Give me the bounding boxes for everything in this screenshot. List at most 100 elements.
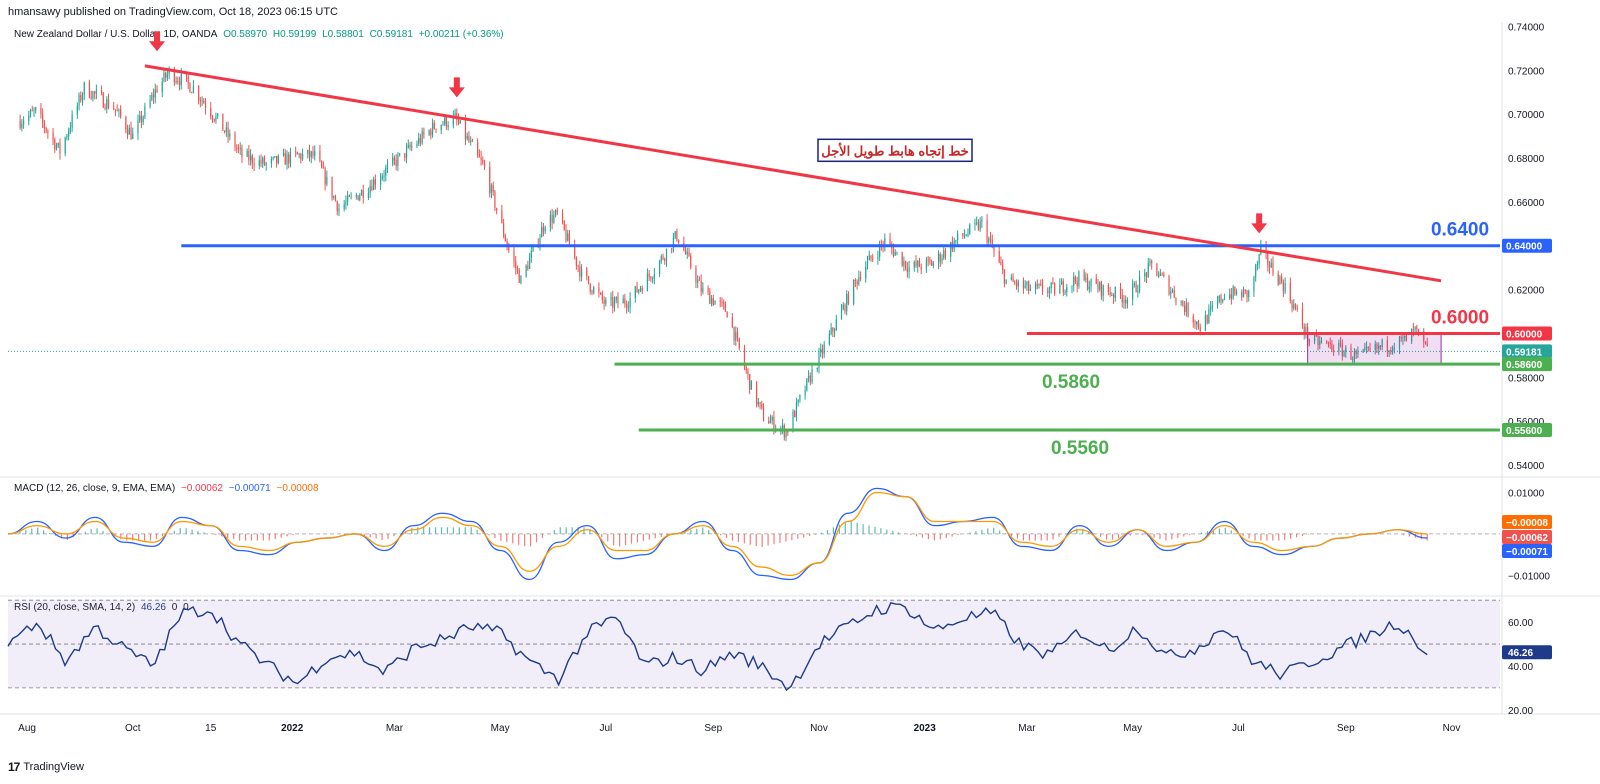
candle-body: [468, 136, 470, 142]
candle-body: [78, 95, 80, 106]
candle-body: [563, 220, 565, 230]
candle-body: [163, 72, 165, 82]
candle-body: [137, 120, 139, 134]
candle-body: [858, 276, 860, 285]
candle-body: [288, 154, 290, 164]
candle-body: [1208, 309, 1210, 324]
candle-body: [418, 137, 420, 144]
rsi-legend: RSI (20, close, SMA, 14, 2) 46.26 0 0: [14, 602, 192, 613]
candle-body: [369, 186, 371, 193]
candle-body: [239, 147, 241, 149]
candle-body: [1184, 305, 1186, 312]
rsi-price-tag-label: 46.26: [1508, 648, 1533, 659]
candle-body: [965, 235, 967, 237]
price-tag: [1502, 344, 1552, 359]
candle-body: [40, 107, 42, 115]
price-tick-label: 0.72000: [1508, 66, 1545, 77]
candle-body: [404, 153, 406, 158]
candle-body: [1414, 326, 1416, 330]
candle-body: [1036, 283, 1038, 286]
candle-body: [1404, 335, 1406, 338]
candle-body: [988, 238, 990, 243]
candle-body: [591, 291, 593, 293]
candle-body: [762, 407, 765, 421]
candle-body: [289, 151, 292, 164]
candle-body: [738, 338, 740, 349]
candle-body: [76, 105, 78, 115]
candle-body: [149, 99, 151, 107]
candle-body: [1284, 282, 1286, 292]
candle-body: [338, 208, 340, 212]
candle-body: [1281, 276, 1283, 283]
candle-body: [1132, 284, 1134, 300]
candle-body: [198, 86, 200, 101]
candle-body: [939, 253, 941, 262]
candle-body: [567, 233, 569, 241]
candle-body: [128, 127, 130, 135]
candle-body: [490, 185, 493, 194]
candle-body: [477, 141, 479, 154]
candle-body: [894, 252, 896, 256]
candle-body: [1241, 291, 1243, 298]
candle-body: [1352, 359, 1354, 361]
candle-body: [1362, 349, 1364, 353]
candle-body: [411, 146, 413, 148]
candle-body: [745, 366, 747, 371]
candle-body: [180, 74, 182, 86]
candles-group: [19, 66, 1428, 442]
candle-body: [1331, 343, 1333, 351]
candle-body: [381, 176, 383, 179]
candle-body: [168, 68, 170, 75]
candle-body: [379, 178, 382, 185]
candle-body: [1173, 290, 1175, 298]
candle-body: [879, 244, 881, 258]
candle-body: [421, 131, 423, 143]
candle-body: [795, 402, 798, 418]
candle-body: [371, 186, 373, 191]
candle-body: [969, 224, 971, 234]
rsi-tick-label: 20.00: [1508, 706, 1533, 717]
candle-body: [1379, 345, 1382, 348]
candle-body: [229, 133, 231, 137]
candle-body: [282, 153, 285, 156]
candle-body: [1412, 329, 1414, 331]
candle-body: [580, 268, 583, 277]
downtrend-line: [144, 64, 1442, 283]
price-tag-label: 0.59181: [1506, 347, 1543, 358]
candle-body: [1066, 286, 1068, 292]
candle-body: [248, 150, 250, 161]
candle-body: [1196, 321, 1198, 325]
candle-body: [284, 153, 286, 165]
candle-body: [830, 327, 832, 334]
macd-signal-value: −0.00008: [276, 483, 319, 494]
candle-body: [367, 192, 370, 198]
macd-tick-label: 0.01000: [1508, 489, 1545, 500]
candle-body: [161, 81, 163, 93]
candle-body: [272, 157, 274, 159]
candle-body: [506, 241, 508, 247]
macd-label: MACD (12, 26, close, 9, EMA, EMA): [14, 483, 176, 494]
candle-body: [1137, 291, 1139, 293]
candle-body: [816, 368, 818, 370]
candle-body: [686, 252, 688, 255]
candle-body: [445, 117, 448, 127]
candle-body: [1034, 283, 1037, 290]
candle-body: [665, 248, 668, 261]
candle-body: [383, 175, 385, 177]
candle-body: [1144, 272, 1146, 277]
candle-body: [1268, 265, 1271, 268]
price-tag: [1502, 326, 1552, 341]
candle-body: [761, 403, 763, 408]
candle-body: [804, 390, 806, 396]
candle-body: [45, 127, 47, 132]
candle-body: [1253, 276, 1255, 292]
candle-body: [1270, 262, 1272, 268]
candle-body: [931, 261, 933, 266]
candle-body: [1028, 281, 1030, 291]
price-tag-label: 0.64000: [1506, 242, 1543, 253]
candle-body: [626, 304, 628, 308]
candle-body: [844, 304, 846, 312]
candle-body: [884, 238, 886, 247]
candle-body: [1220, 295, 1222, 302]
